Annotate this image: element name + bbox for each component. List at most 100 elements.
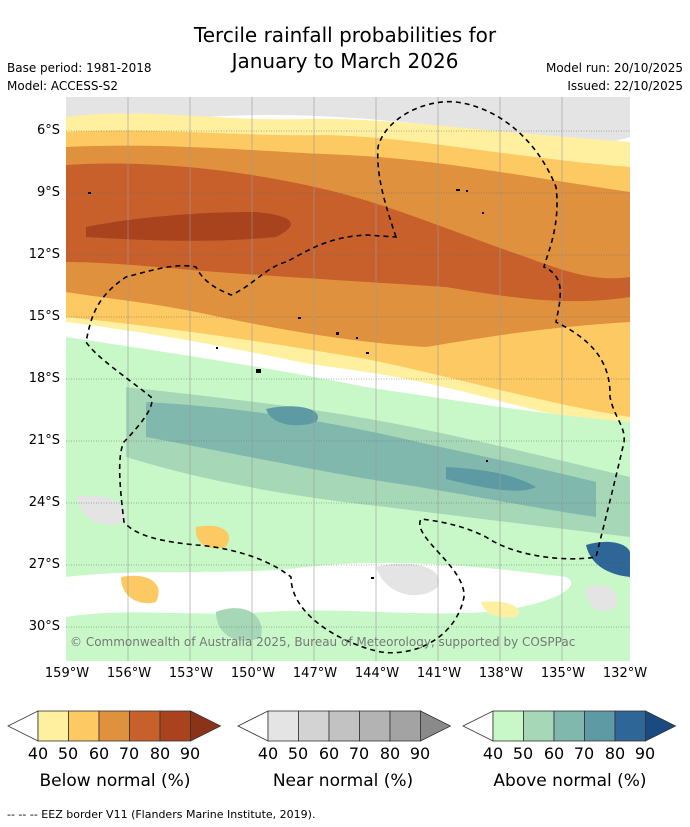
below-normal-label: Below normal (%) xyxy=(39,771,191,791)
legend-colorbars xyxy=(7,710,677,742)
below-70-band xyxy=(66,163,630,302)
lon-label: 156°W xyxy=(106,666,152,681)
legend-near xyxy=(237,710,452,742)
island xyxy=(216,347,218,349)
above-tick: 60 xyxy=(543,744,565,763)
meta-left: Base period: 1981-2018 Model: ACCESS-S2 xyxy=(7,59,152,95)
lat-label: 6°S xyxy=(36,123,60,138)
near-tick: 60 xyxy=(318,744,340,763)
above-tick: 40 xyxy=(482,744,504,763)
title-line-2: January to March 2026 xyxy=(231,49,459,73)
lat-label: 12°S xyxy=(28,247,60,262)
above-tick: 90 xyxy=(634,744,656,763)
lat-label: 30°S xyxy=(28,619,60,634)
above-70-band xyxy=(266,406,536,491)
above-normal-patch-sw xyxy=(216,608,262,641)
graticule xyxy=(66,130,630,628)
eez-border xyxy=(85,100,625,654)
below-colorbar-start xyxy=(7,710,39,742)
above-colorbar-segment xyxy=(492,710,524,742)
above-tick: 70 xyxy=(573,744,595,763)
lat-label: 24°S xyxy=(28,495,60,510)
above-60-band xyxy=(146,402,596,517)
island xyxy=(466,190,468,192)
near-tick: 70 xyxy=(348,744,370,763)
lat-label: 18°S xyxy=(28,371,60,386)
map-title: Tercile rainfall probabilities for Janua… xyxy=(0,22,690,74)
near-colorbar-segment xyxy=(328,710,360,742)
base-period: Base period: 1981-2018 xyxy=(7,61,152,75)
below-tick: 50 xyxy=(57,744,79,763)
near-colorbar-segment xyxy=(359,710,391,742)
near-colorbar-segment xyxy=(298,710,330,742)
lat-label: 15°S xyxy=(28,309,60,324)
issued-date: Issued: 22/10/2025 xyxy=(567,79,683,93)
legend-below xyxy=(7,710,222,742)
above-normal-label: Above normal (%) xyxy=(493,771,647,791)
above-tick: 50 xyxy=(512,744,534,763)
island xyxy=(356,337,358,339)
island xyxy=(298,317,301,319)
islands xyxy=(88,189,488,579)
below-colorbar-end xyxy=(190,710,222,742)
island xyxy=(88,192,91,194)
island xyxy=(456,189,460,191)
lon-label: 132°W xyxy=(602,666,648,681)
island xyxy=(366,352,369,354)
lon-label: 141°W xyxy=(416,666,462,681)
island xyxy=(486,460,488,462)
lat-label: 27°S xyxy=(28,557,60,572)
below-colorbar-segment xyxy=(98,710,130,742)
eez-footnote: -- -- -- EEZ border V11 (Flanders Marine… xyxy=(7,808,316,821)
near-colorbar-segment xyxy=(389,710,421,742)
below-tick: 80 xyxy=(149,744,171,763)
south-white-gap xyxy=(66,562,572,617)
near-colorbar-segment xyxy=(267,710,299,742)
lon-label: 150°W xyxy=(230,666,276,681)
below-colorbar-segment xyxy=(37,710,69,742)
below-colorbar-segment xyxy=(68,710,100,742)
island xyxy=(256,369,261,373)
above-colorbar-segment xyxy=(614,710,646,742)
copyright-notice: © Commonwealth of Australia 2025, Bureau… xyxy=(70,635,575,649)
island xyxy=(336,332,339,335)
above-colorbar-start xyxy=(462,710,494,742)
below-tick: 60 xyxy=(88,744,110,763)
below-colorbar-segment xyxy=(159,710,191,742)
probability-map: © Commonwealth of Australia 2025, Bureau… xyxy=(66,97,630,661)
above-colorbar-segment xyxy=(553,710,585,742)
above-80-patch xyxy=(586,541,630,577)
model-run: Model run: 20/10/2025 xyxy=(545,61,683,75)
near-normal-patch-3 xyxy=(76,495,126,525)
lat-label: 9°S xyxy=(36,185,60,200)
near-colorbar-start xyxy=(237,710,269,742)
below-80-band xyxy=(86,212,291,241)
near-tick: 90 xyxy=(409,744,431,763)
near-tick: 50 xyxy=(287,744,309,763)
lon-label: 147°W xyxy=(292,666,338,681)
near-tick: 80 xyxy=(379,744,401,763)
near-normal-patch-1 xyxy=(376,563,440,596)
above-colorbar-end xyxy=(645,710,677,742)
lon-label: 159°W xyxy=(44,666,90,681)
below-normal-patch-2 xyxy=(195,525,230,549)
lon-label: 153°W xyxy=(168,666,214,681)
lon-label: 138°W xyxy=(478,666,524,681)
legend-above xyxy=(462,710,677,742)
above-colorbar-segment xyxy=(584,710,616,742)
below-normal-patch-1 xyxy=(121,575,159,604)
near-tick: 40 xyxy=(257,744,279,763)
graticule-lon xyxy=(127,97,563,661)
lon-label: 144°W xyxy=(354,666,400,681)
lat-label: 21°S xyxy=(28,433,60,448)
title-line-1: Tercile rainfall probabilities for xyxy=(193,23,497,47)
below-tick: 70 xyxy=(118,744,140,763)
above-colorbar-segment xyxy=(523,710,555,742)
below-tick: 40 xyxy=(27,744,49,763)
near-normal-label: Near normal (%) xyxy=(272,771,414,791)
below-colorbar-segment xyxy=(129,710,161,742)
model-name: Model: ACCESS-S2 xyxy=(7,79,119,93)
near-normal-patch-2 xyxy=(585,585,617,611)
island xyxy=(371,577,374,579)
above-tick: 80 xyxy=(604,744,626,763)
